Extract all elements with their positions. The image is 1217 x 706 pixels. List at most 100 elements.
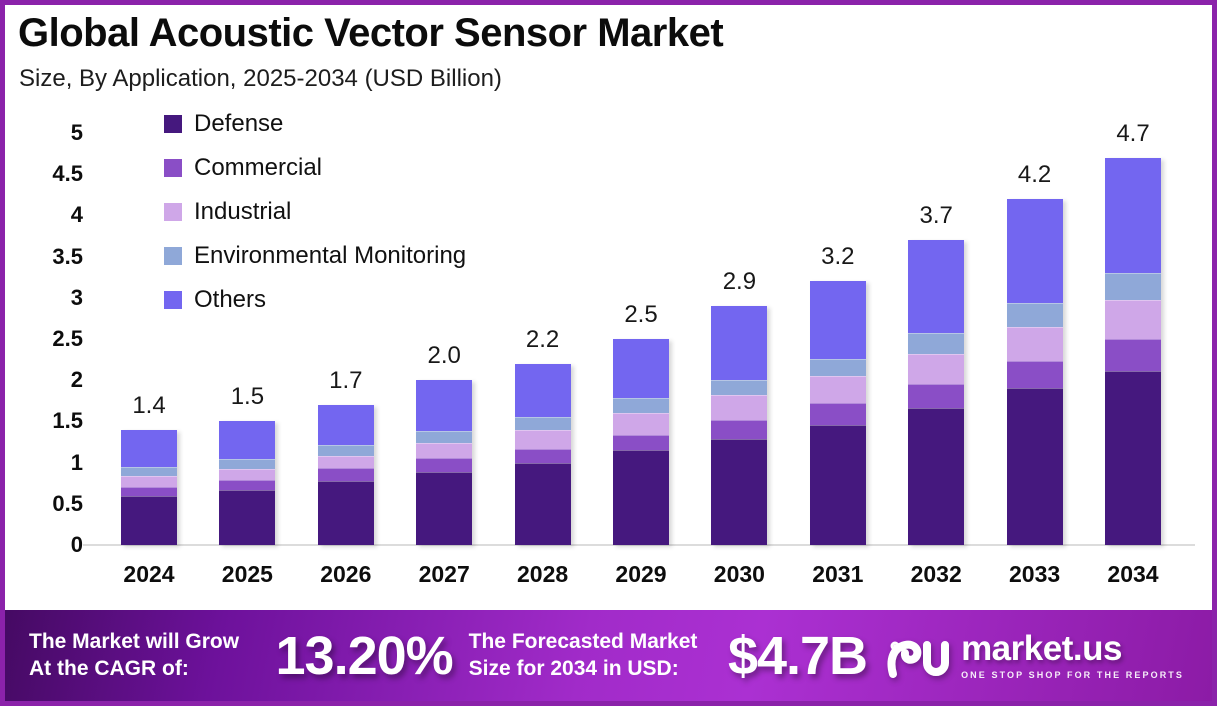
bar-total-label-2026: 1.7 <box>329 366 363 394</box>
bar-segment-commercial-2026 <box>317 468 374 481</box>
forecast-value: $4.7B <box>727 625 868 686</box>
y-axis-tick-1.5: 1.5 <box>52 408 83 434</box>
bar-2034 <box>1105 157 1161 545</box>
logo-tagline: ONE STOP SHOP FOR THE REPORTS <box>961 670 1184 680</box>
bar-segment-industrial-2030 <box>711 395 768 420</box>
bar-segment-environmental-monitoring-2029 <box>613 397 669 414</box>
bar-total-label-2028: 2.2 <box>525 325 560 353</box>
bar-segment-environmental-monitoring-2030 <box>711 380 768 396</box>
bar-total-label-2034: 4.7 <box>1116 119 1150 147</box>
bar-segment-industrial-2029 <box>613 413 669 435</box>
bar-segment-commercial-2024 <box>121 487 177 496</box>
market-us-logo-text: market.us ONE STOP SHOP FOR THE REPORTS <box>961 631 1184 680</box>
bar-segment-industrial-2033 <box>1006 326 1063 362</box>
bar-segment-others-2028 <box>514 363 571 418</box>
x-axis-label-2034: 2034 <box>1107 561 1159 587</box>
bar-segment-industrial-2024 <box>121 475 177 488</box>
legend-swatch-industrial <box>164 203 182 221</box>
x-axis-label-2027: 2027 <box>418 561 470 587</box>
y-axis-tick-2: 2 <box>70 367 83 393</box>
bar-segment-industrial-2032 <box>908 353 965 385</box>
bar-2029 <box>613 339 669 545</box>
y-axis-tick-1: 1 <box>70 449 83 475</box>
footer-banner: The Market will Grow At the CAGR of: 13.… <box>5 610 1212 701</box>
bar-total-label-2029: 2.5 <box>624 301 658 328</box>
bar-segment-industrial-2028 <box>514 429 571 449</box>
bar-2028 <box>514 363 571 545</box>
market-us-logo-mark <box>887 640 950 678</box>
legend-label: Industrial <box>194 198 292 225</box>
logo-name: market.us <box>961 629 1122 668</box>
legend-swatch-defense <box>164 115 182 133</box>
x-axis-label-2032: 2032 <box>910 561 962 587</box>
x-axis-label-2029: 2029 <box>615 561 667 587</box>
y-axis-tick-3.5: 3.5 <box>52 243 83 269</box>
bar-total-label-2030: 2.9 <box>722 268 757 296</box>
bar-segment-environmental-monitoring-2024 <box>121 466 177 476</box>
bar-segment-defense-2031 <box>809 424 866 545</box>
legend-label: Commercial <box>194 154 323 181</box>
y-axis-tick-4.5: 4.5 <box>52 161 83 187</box>
x-axis-label-2028: 2028 <box>517 561 569 587</box>
bar-segment-defense-2027 <box>416 471 473 545</box>
cagr-value: 13.20% <box>275 625 454 686</box>
bar-segment-defense-2034 <box>1105 371 1161 545</box>
x-axis-label-2026: 2026 <box>320 561 372 587</box>
chart-legend: Defense Commercial Industrial Environmental… <box>164 110 467 332</box>
legend-swatch-others <box>164 291 182 309</box>
bar-2032 <box>908 240 965 545</box>
legend-label: Others <box>194 286 267 313</box>
bar-segment-commercial-2034 <box>1105 338 1161 372</box>
market-us-logo: market.us ONE STOP SHOP FOR THE REPORTS <box>883 628 1188 684</box>
bar-segment-commercial-2030 <box>711 419 768 439</box>
y-axis-tick-3: 3 <box>70 284 83 310</box>
bar-segment-commercial-2031 <box>809 403 866 425</box>
bar-segment-industrial-2025 <box>219 469 276 480</box>
y-axis-tick-0: 0 <box>70 532 83 557</box>
bar-2033 <box>1006 198 1063 545</box>
bar-total-label-2025: 1.5 <box>230 383 265 411</box>
bar-segment-defense-2033 <box>1006 388 1063 545</box>
x-axis-label-2033: 2033 <box>1009 561 1061 587</box>
bar-segment-commercial-2028 <box>514 448 571 463</box>
legend-swatch-environmental-monitoring <box>164 247 182 265</box>
page-subtitle: Size, By Application, 2025-2034 (USD Bil… <box>19 65 502 92</box>
bar-segment-others-2033 <box>1006 198 1063 303</box>
bar-segment-others-2027 <box>416 380 473 432</box>
bar-segment-defense-2032 <box>908 408 965 545</box>
bar-2030 <box>711 306 768 545</box>
bar-segment-others-2031 <box>809 281 866 359</box>
x-axis-label-2031: 2031 <box>812 561 864 587</box>
bar-segment-commercial-2033 <box>1006 361 1063 389</box>
bar-segment-environmental-monitoring-2033 <box>1006 302 1063 327</box>
bar-segment-others-2029 <box>613 339 669 398</box>
bar-segment-others-2026 <box>317 404 374 446</box>
x-axis-label-2030: 2030 <box>713 561 765 587</box>
bar-segment-defense-2026 <box>317 480 374 545</box>
bar-segment-industrial-2027 <box>416 442 473 459</box>
bar-segment-commercial-2029 <box>613 434 669 451</box>
forecast-label: The Forecasted Market Size for 2034 in U… <box>468 629 698 680</box>
page-title: Global Acoustic Vector Sensor Market <box>18 11 724 55</box>
bar-segment-environmental-monitoring-2025 <box>219 459 276 470</box>
bar-2025 <box>219 421 276 545</box>
bar-total-label-2024: 1.4 <box>132 391 166 419</box>
bar-segment-defense-2029 <box>613 450 669 545</box>
bar-segment-defense-2024 <box>121 495 177 545</box>
y-axis-tick-4: 4 <box>70 202 83 228</box>
bar-2027 <box>416 380 473 545</box>
y-axis-tick-2.5: 2.5 <box>52 326 83 351</box>
legend-label: Environmental Monitoring <box>194 242 467 269</box>
bar-segment-environmental-monitoring-2026 <box>317 445 374 456</box>
bar-segment-others-2034 <box>1105 157 1161 274</box>
bar-segment-others-2025 <box>219 421 276 460</box>
bar-segment-others-2024 <box>121 429 177 467</box>
legend-item-defense: Defense <box>164 110 466 137</box>
bar-segment-industrial-2026 <box>317 455 374 469</box>
bar-2031 <box>809 281 866 545</box>
legend-item-others: Others <box>164 286 466 313</box>
bar-segment-environmental-monitoring-2032 <box>908 333 965 354</box>
y-axis-tick-5: 5 <box>70 120 83 145</box>
y-axis-tick-0.5: 0.5 <box>52 490 83 516</box>
